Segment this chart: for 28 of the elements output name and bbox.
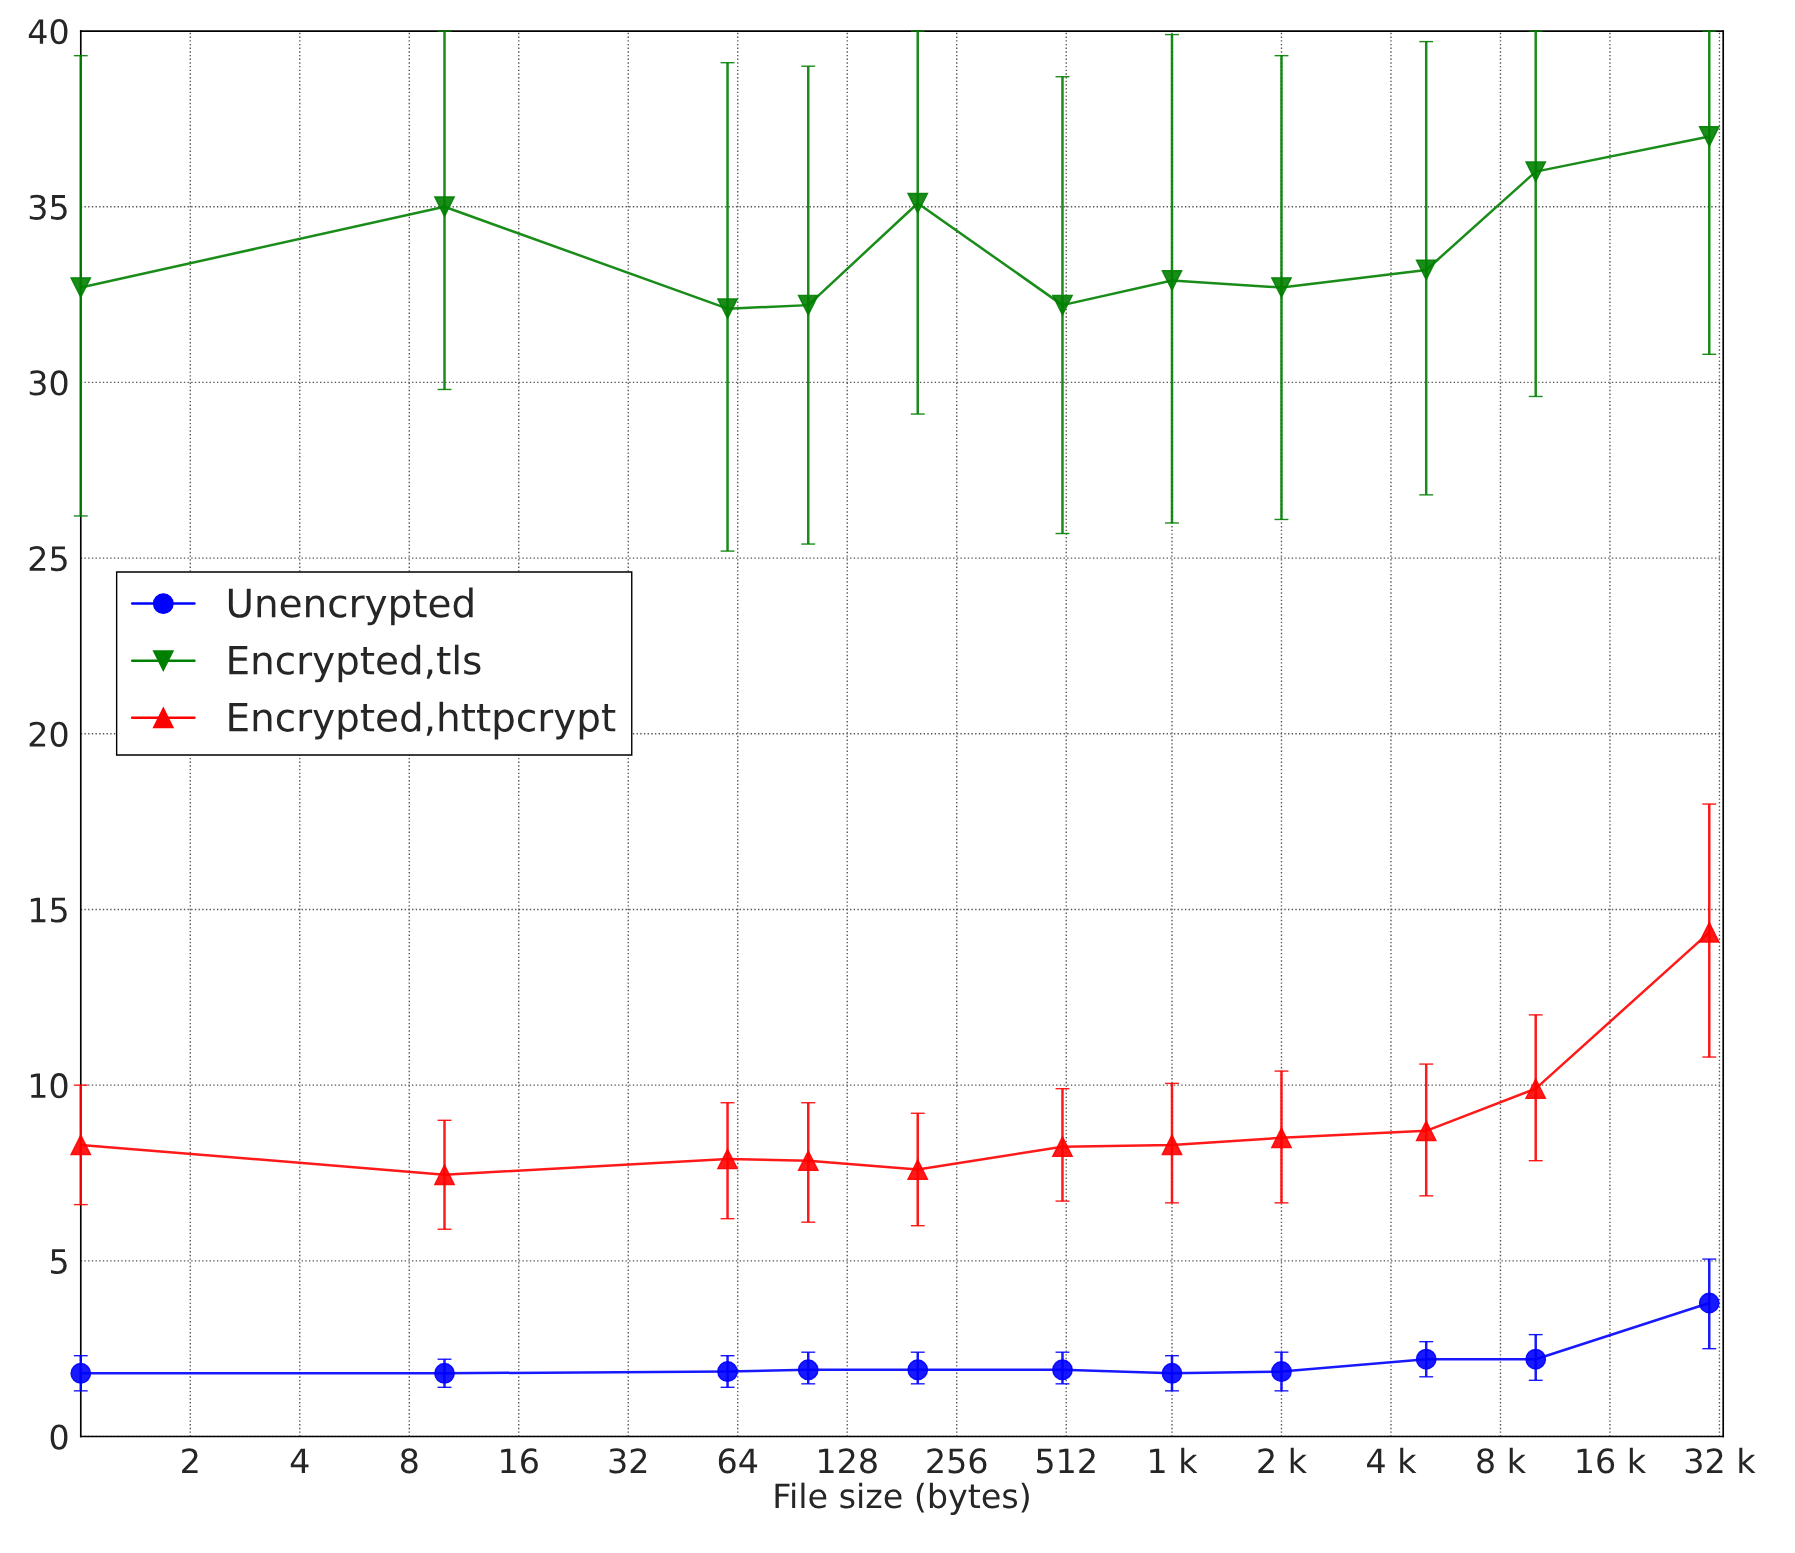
y-tick-label: 25 bbox=[29, 546, 67, 572]
y-tick-label: 5 bbox=[51, 1249, 67, 1274]
x-tick-label: 32 k bbox=[1685, 1447, 1756, 1474]
x-tick-label: 1 k bbox=[1150, 1447, 1198, 1473]
x-tick-label: 8 bbox=[400, 1448, 418, 1474]
legend-label: Unencrypted bbox=[228, 587, 473, 626]
y-tick-label: 20 bbox=[29, 721, 68, 747]
x-tick-label: 256 bbox=[927, 1448, 987, 1474]
x-tick-label: 8 k bbox=[1477, 1447, 1526, 1474]
x-tick-label: 2 k bbox=[1258, 1447, 1307, 1473]
x-tick-label: 16 k bbox=[1577, 1447, 1647, 1474]
y-tick-label: 40 bbox=[28, 18, 68, 45]
x-tick-label: 32 bbox=[609, 1448, 647, 1474]
x-axis-title: File size (bytes) bbox=[775, 1482, 1029, 1515]
y-tick-label: 15 bbox=[30, 897, 67, 923]
legend-label: Encrypted,httpcrypt bbox=[229, 701, 616, 740]
x-tick-label: 4 bbox=[290, 1448, 309, 1473]
x-tick-label: 128 bbox=[819, 1448, 877, 1474]
x-tick-label: 64 bbox=[718, 1448, 758, 1474]
x-tick-label: 16 bbox=[501, 1448, 538, 1474]
legend-label: Encrypted,tls bbox=[229, 644, 481, 683]
y-tick-label: 10 bbox=[30, 1073, 68, 1099]
y-tick-label: 35 bbox=[29, 194, 67, 220]
x-tick-label: 2 bbox=[182, 1448, 198, 1473]
x-tick-label: 4 k bbox=[1367, 1447, 1417, 1473]
x-tick-label: 512 bbox=[1036, 1448, 1095, 1474]
y-tick-label: 0 bbox=[50, 1424, 68, 1450]
y-tick-label: 30 bbox=[29, 370, 68, 396]
